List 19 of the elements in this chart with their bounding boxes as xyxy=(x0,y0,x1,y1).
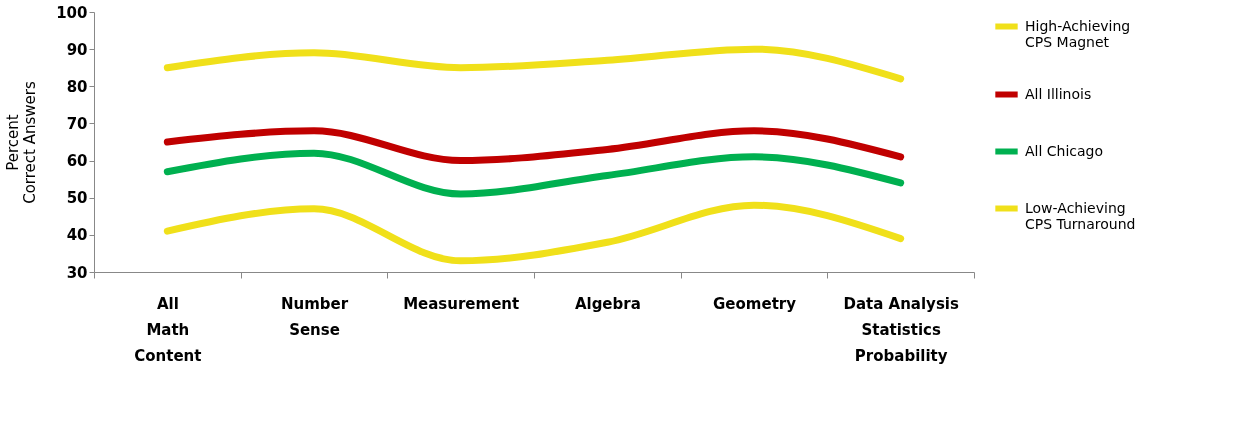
y-tick-label: 40 xyxy=(66,226,88,245)
y-tick-label: 90 xyxy=(66,40,88,59)
y-tick-label: 70 xyxy=(66,114,88,133)
legend-label: All Illinois xyxy=(1025,85,1092,102)
legend-label: Low-Achieving CPS Turnaround xyxy=(1025,199,1136,232)
y-tick-label: 50 xyxy=(66,189,88,208)
y-tick-label: 80 xyxy=(66,77,88,96)
legend-label: High-Achieving CPS Magnet xyxy=(1025,17,1131,50)
legend-label: All Chicago xyxy=(1025,142,1104,159)
x-tick-label: Geometry xyxy=(713,294,797,313)
y-tick-label: 100 xyxy=(56,3,88,22)
x-tick-label: Measurement xyxy=(403,294,520,313)
x-tick-label: Data Analysis Statistics Probability xyxy=(843,294,959,365)
y-tick-label: 30 xyxy=(66,263,88,282)
x-tick-label: Number Sense xyxy=(280,294,349,339)
x-tick-label: Algebra xyxy=(574,294,641,313)
x-tick-label: All Math Content xyxy=(134,294,202,365)
y-axis-title: Percent Correct Answers xyxy=(4,81,40,204)
y-tick-label: 60 xyxy=(66,152,88,171)
